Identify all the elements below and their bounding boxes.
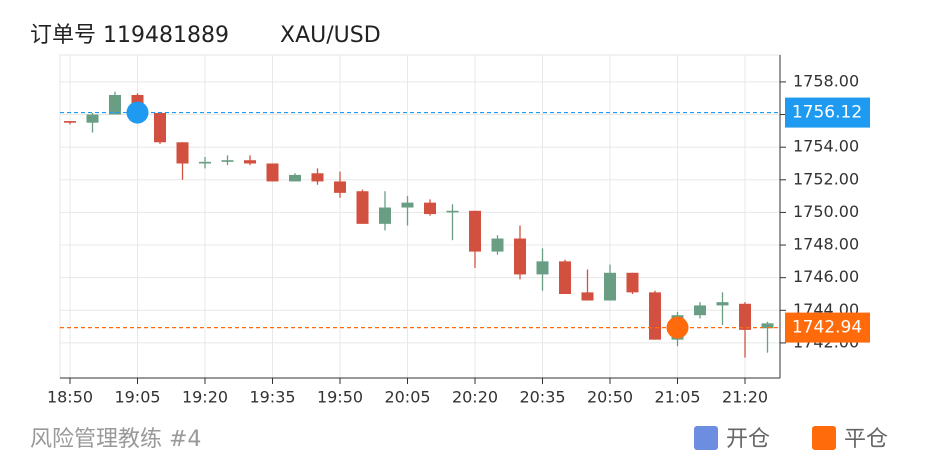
candle-body (514, 238, 526, 275)
x-tick-label: 20:20 (452, 388, 498, 407)
candle-body (221, 160, 234, 162)
trade-marker (666, 316, 689, 339)
candle-body (446, 210, 459, 213)
candle-body (649, 292, 661, 340)
legend-label: 平仓 (844, 427, 888, 452)
candle-body (109, 94, 121, 115)
candle-body (581, 292, 594, 301)
x-tick-label: 20:50 (587, 388, 633, 407)
x-tick-label: 19:05 (114, 388, 160, 407)
candle-body (536, 261, 549, 275)
x-tick-label: 19:20 (182, 388, 228, 407)
candle-body (199, 161, 211, 164)
y-tick-label: 1746.00 (793, 267, 859, 286)
candle-body (761, 323, 774, 329)
candle-body (86, 114, 99, 123)
price-tag (785, 312, 870, 343)
x-tick-label: 19:50 (317, 388, 363, 407)
symbol: XAU/USD (280, 23, 381, 48)
price-tag-label: 1742.94 (792, 318, 862, 338)
candle-body (604, 272, 616, 301)
candle-body (559, 261, 571, 294)
y-tick-label: 1748.00 (793, 235, 859, 254)
y-tick-label: 1752.00 (793, 169, 859, 188)
y-tick-label: 1750.00 (793, 202, 859, 221)
candle-body (491, 238, 504, 252)
order-title: 订单号 119481889 (30, 23, 229, 48)
y-tick-label: 1754.00 (793, 137, 859, 156)
candle-body (379, 207, 391, 224)
price-tag-label: 1756.12 (792, 103, 862, 123)
candle-body (334, 181, 346, 193)
candle-body (356, 191, 369, 224)
candle-body (244, 160, 256, 164)
candle-body (716, 302, 729, 306)
trade-marker (126, 101, 149, 124)
candle-body (64, 121, 76, 123)
candle-body (289, 174, 301, 182)
candle-body (424, 202, 436, 215)
candle-body (694, 305, 706, 316)
x-tick-label: 20:05 (384, 388, 430, 407)
x-tick-label: 21:05 (654, 388, 700, 407)
legend-swatch (812, 426, 836, 450)
candle-body (401, 202, 414, 208)
x-tick-label: 21:20 (722, 388, 768, 407)
price-tag (785, 97, 870, 128)
x-tick-label: 19:35 (249, 388, 295, 407)
x-tick-label: 20:35 (519, 388, 565, 407)
candle-body (266, 163, 279, 182)
legend-swatch (694, 426, 718, 450)
candle-body (154, 112, 166, 143)
legend-label: 开仓 (726, 427, 770, 452)
candle-body (176, 142, 189, 164)
candle-body (311, 173, 324, 182)
y-tick-label: 1758.00 (793, 71, 859, 90)
candle-body (469, 210, 481, 252)
x-tick-label: 18:50 (47, 388, 93, 407)
caption: 风险管理教练 #4 (30, 427, 201, 452)
candle-body (739, 303, 751, 330)
candle-body (626, 272, 639, 293)
